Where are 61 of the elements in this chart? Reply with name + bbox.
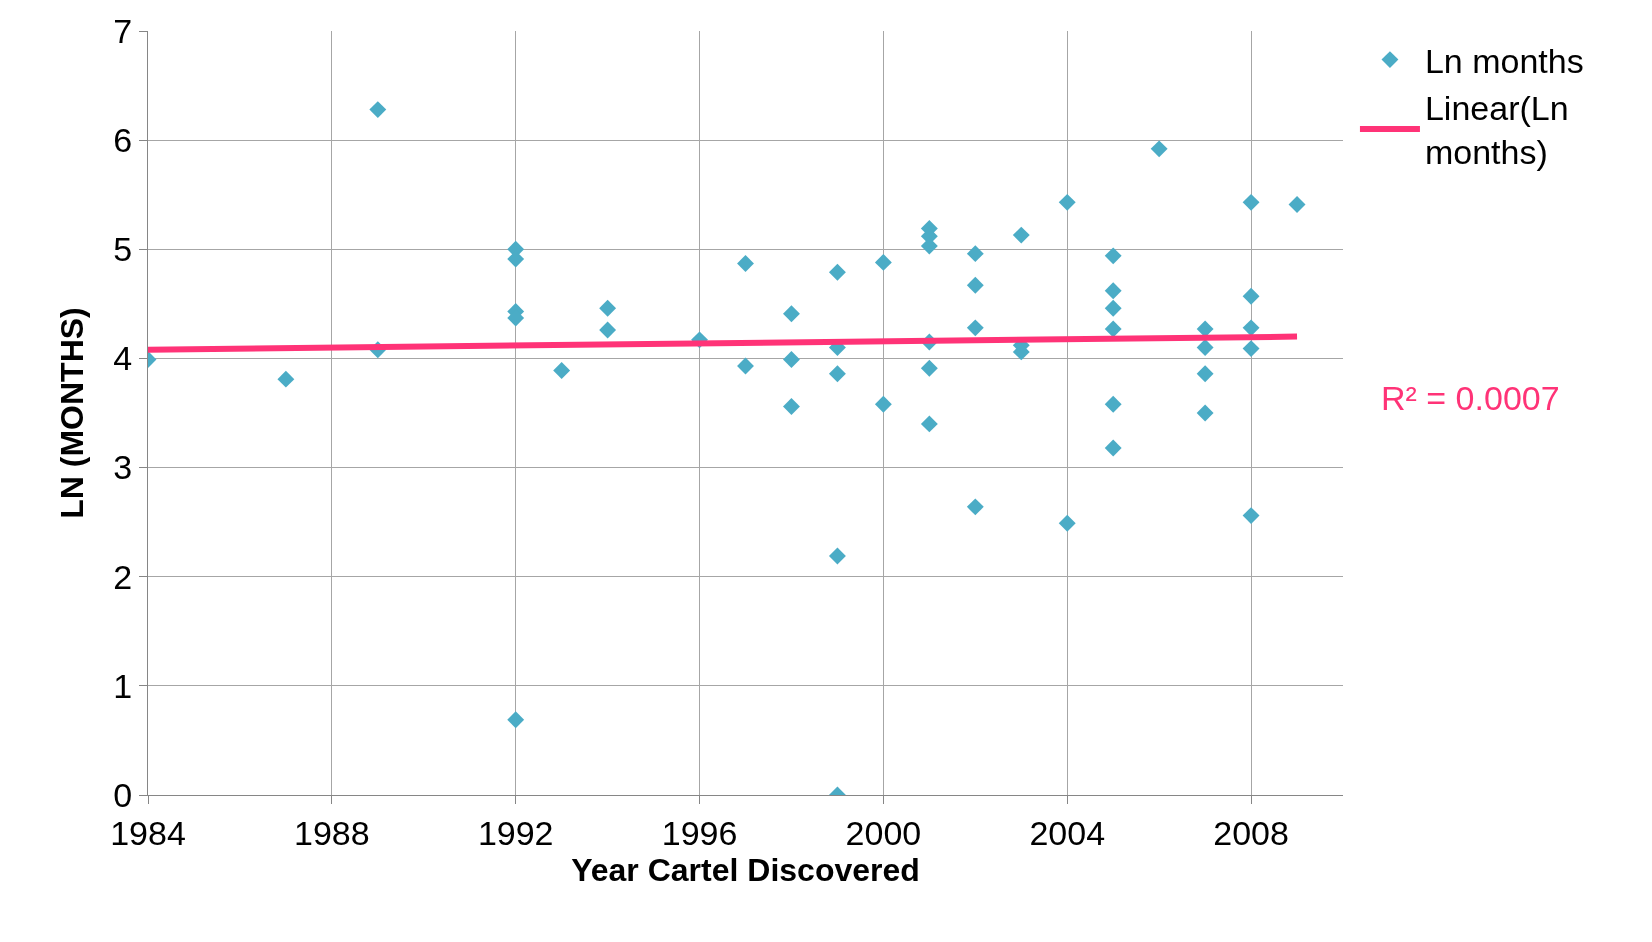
point: [1242, 287, 1260, 305]
point: [1104, 320, 1122, 338]
point: [1242, 507, 1260, 525]
point: [1104, 439, 1122, 457]
x-tick-label: 2000: [845, 813, 922, 852]
y-tick-label: 1: [113, 666, 133, 705]
point: [828, 263, 846, 281]
point: [783, 305, 800, 323]
point: [920, 415, 938, 433]
point: [828, 547, 846, 565]
point: [1288, 196, 1306, 213]
y-tick-label: 2: [113, 557, 133, 596]
point: [783, 351, 800, 368]
point: [1242, 319, 1260, 337]
x-tick-label: 1996: [661, 813, 738, 852]
point: [553, 361, 571, 379]
point: [966, 498, 984, 516]
legend-label: Linear(Ln months): [1424, 89, 1569, 172]
point: [1196, 339, 1214, 356]
point: [1242, 193, 1260, 211]
point: [1242, 340, 1260, 358]
point: [783, 398, 800, 415]
point: [874, 395, 892, 413]
point: [966, 319, 984, 337]
x-axis-title: Year Cartel Discovered: [571, 851, 920, 888]
x-tick-label: 1988: [294, 813, 370, 852]
point: [1058, 514, 1076, 532]
point: [1196, 365, 1214, 383]
point: [966, 276, 984, 294]
y-tick-label: 3: [113, 448, 133, 487]
point: [1104, 247, 1122, 265]
point: [920, 359, 938, 377]
point: [507, 711, 525, 729]
point: [737, 255, 754, 272]
y-axis-title: LN (MONTHS): [53, 307, 90, 519]
text: R² = 0.0007: [1381, 379, 1560, 417]
point: [1104, 282, 1122, 300]
point: [737, 357, 754, 375]
y-tick-label: 0: [113, 775, 133, 814]
point: [828, 365, 846, 383]
point: [1104, 299, 1122, 317]
x-tick-label: 1992: [477, 813, 554, 852]
y-tick-label: 5: [113, 230, 133, 269]
point: [966, 245, 984, 263]
point: [874, 253, 892, 271]
point: [1196, 404, 1214, 422]
point: [599, 321, 617, 339]
point: [1012, 226, 1030, 244]
y-tick-label: 6: [113, 121, 133, 160]
x-tick-label: 2008: [1213, 813, 1289, 852]
point: [1104, 395, 1122, 413]
legend-label: Ln months: [1424, 41, 1584, 80]
y-tick-label: 7: [113, 11, 133, 50]
y-tick-label: 4: [113, 339, 133, 378]
point: [599, 299, 617, 317]
x-tick-label: 1984: [110, 813, 186, 852]
point: [1150, 140, 1168, 158]
point: [369, 101, 387, 119]
point: [277, 370, 295, 388]
x-tick-label: 2004: [1029, 813, 1106, 852]
point: [1058, 193, 1076, 211]
